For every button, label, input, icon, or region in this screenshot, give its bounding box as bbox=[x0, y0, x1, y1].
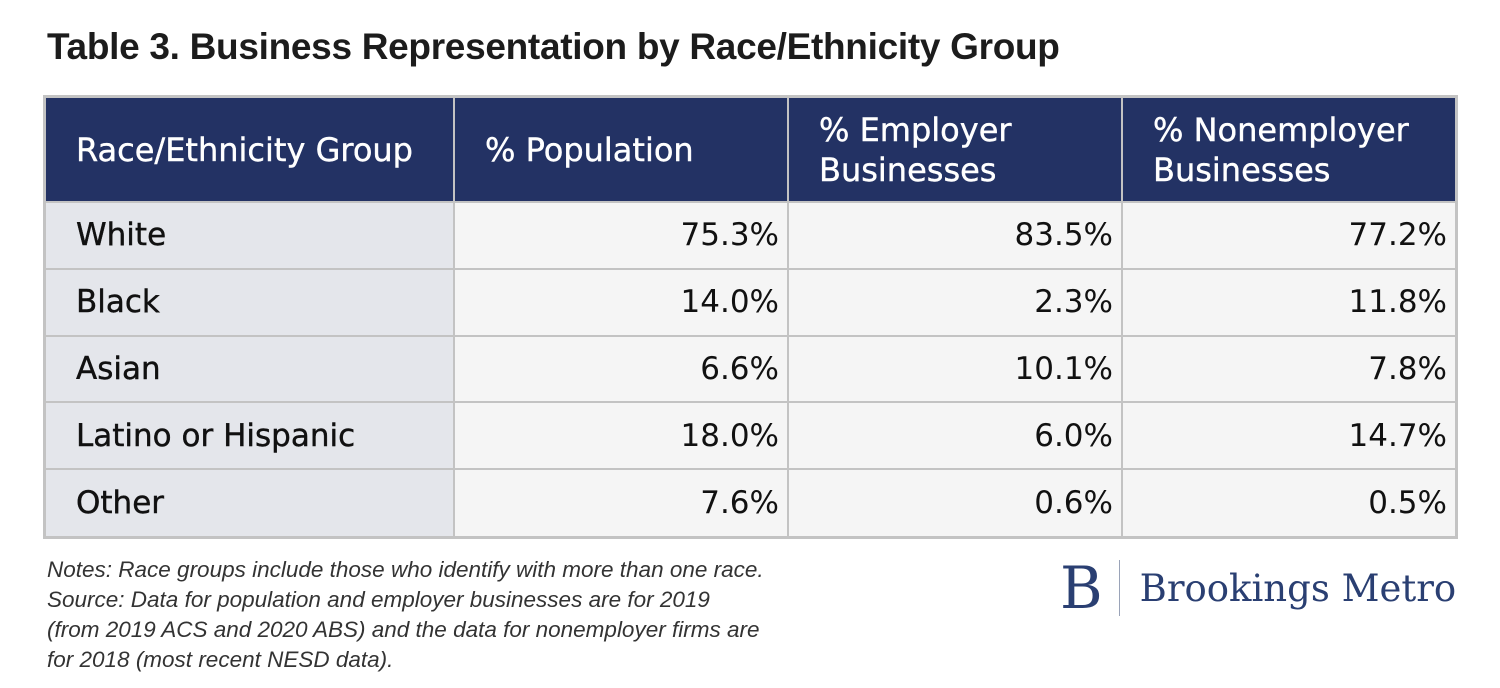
nonemployer-cell: 11.8% bbox=[1122, 268, 1455, 337]
nonemployer-cell: 0.5% bbox=[1122, 469, 1455, 536]
logo-wordmark: Brookings Metro bbox=[1139, 566, 1457, 610]
employer-cell: 0.6% bbox=[788, 469, 1123, 536]
table-row: Latino or Hispanic 18.0% 6.0% 14.7% bbox=[46, 402, 1455, 471]
employer-cell: 83.5% bbox=[788, 202, 1123, 270]
population-cell: 18.0% bbox=[454, 402, 789, 471]
table-row: Black 14.0% 2.3% 11.8% bbox=[46, 268, 1455, 337]
row-label: Latino or Hispanic bbox=[46, 402, 455, 471]
nonemployer-cell: 77.2% bbox=[1122, 202, 1455, 270]
header-row: Race/Ethnicity Group % Population % Empl… bbox=[46, 98, 1455, 203]
logo-divider bbox=[1118, 560, 1120, 616]
source-line: Source: Data for population and employer… bbox=[47, 587, 710, 612]
population-cell: 6.6% bbox=[454, 335, 789, 404]
table-row: Other 7.6% 0.6% 0.5% bbox=[46, 469, 1455, 536]
employer-cell: 6.0% bbox=[788, 402, 1123, 471]
brookings-metro-logo: B Brookings Metro bbox=[1060, 556, 1456, 620]
source-line: for 2018 (most recent NESD data). bbox=[47, 647, 394, 672]
population-cell: 75.3% bbox=[454, 202, 789, 270]
table-row: White 75.3% 83.5% 77.2% bbox=[46, 202, 1455, 270]
nonemployer-cell: 14.7% bbox=[1122, 402, 1455, 471]
brookings-b-logo-icon: B bbox=[1060, 554, 1103, 622]
employer-cell: 2.3% bbox=[788, 268, 1123, 337]
column-header-employer: % Employer Businesses bbox=[788, 98, 1123, 203]
column-header-population: % Population bbox=[454, 98, 789, 203]
row-label: Black bbox=[46, 268, 455, 337]
nonemployer-cell: 7.8% bbox=[1122, 335, 1455, 404]
row-label: Other bbox=[46, 469, 455, 536]
table-row: Asian 6.6% 10.1% 7.8% bbox=[46, 335, 1455, 404]
data-table: Race/Ethnicity Group % Population % Empl… bbox=[46, 98, 1455, 536]
row-label: Asian bbox=[46, 335, 455, 404]
column-header-nonemployer: % Nonemployer Businesses bbox=[1122, 98, 1455, 203]
population-cell: 7.6% bbox=[454, 469, 789, 536]
table-notes: Notes: Race groups include those who ide… bbox=[47, 555, 847, 675]
population-cell: 14.0% bbox=[454, 268, 789, 337]
table-title: Table 3. Business Representation by Race… bbox=[47, 26, 1060, 67]
employer-cell: 10.1% bbox=[788, 335, 1123, 404]
notes-line: Notes: Race groups include those who ide… bbox=[47, 557, 764, 582]
row-label: White bbox=[46, 202, 455, 270]
column-header-group: Race/Ethnicity Group bbox=[46, 98, 455, 203]
table-frame: Race/Ethnicity Group % Population % Empl… bbox=[43, 95, 1458, 539]
source-line: (from 2019 ACS and 2020 ABS) and the dat… bbox=[47, 617, 760, 642]
